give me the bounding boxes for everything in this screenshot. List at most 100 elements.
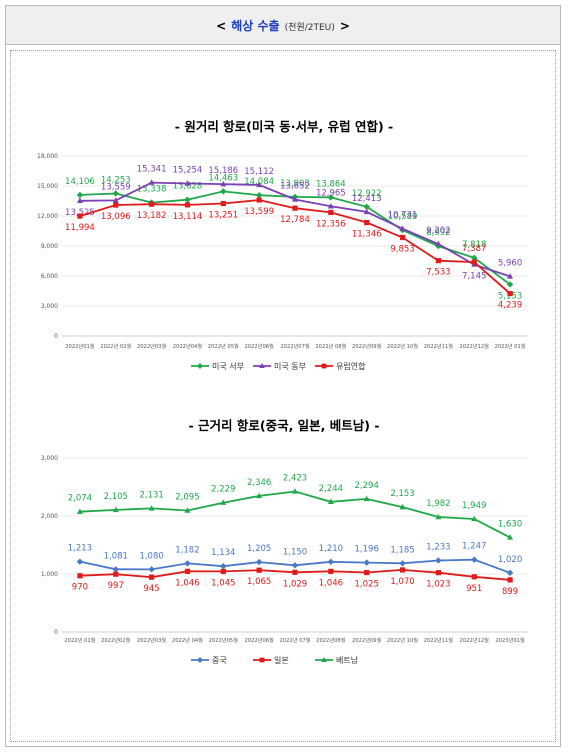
chart-1-data-label: 9,202 xyxy=(426,226,450,236)
chart-1-x-tick-label: 2022년03월 xyxy=(137,342,167,350)
chart-2-point xyxy=(435,513,442,520)
chart-1-point xyxy=(327,203,334,209)
chart-1-data-label: 12,413 xyxy=(352,194,382,204)
chart-1-point xyxy=(399,234,406,241)
chart-1-point xyxy=(507,291,513,297)
chart-2-data-label: 1,029 xyxy=(283,579,307,589)
chart-1-x-tick-label: 2022년11월 xyxy=(424,342,454,350)
chart-1-data-label: 4,239 xyxy=(498,301,522,311)
chart-1-data-label: 7,533 xyxy=(426,268,450,278)
chart-2-point xyxy=(328,568,334,574)
chart-1-point xyxy=(112,197,119,203)
chart-2-data-label: 1,080 xyxy=(139,551,163,561)
chart-2-y-tick-label: 0 xyxy=(54,629,58,636)
chart-2-y-tick-label: 1,000 xyxy=(41,571,58,578)
chart-2-point xyxy=(435,570,441,576)
header-open-bracket: < xyxy=(216,19,227,33)
chart-2-data-label: 2,229 xyxy=(211,485,235,495)
chart-2-legend-marker xyxy=(259,657,265,663)
chart-1-point xyxy=(149,201,155,207)
chart-1-point xyxy=(113,202,119,208)
chart-1-point xyxy=(255,191,263,199)
chart-1-legend-marker xyxy=(259,363,265,368)
header-title: 해상 수출 xyxy=(231,19,280,33)
report-frame: < 해상 수출 (천원/2TEU) > xyxy=(5,5,561,747)
chart-1-data-label: 12,784 xyxy=(280,215,310,225)
chart-2-data-label: 1,630 xyxy=(498,519,522,529)
chart-1-data-label: 10,731 xyxy=(388,211,418,221)
chart-1-data-label: 13,908 xyxy=(280,179,310,189)
chart-2-point xyxy=(220,568,226,574)
chart-2-data-label: 1,134 xyxy=(211,548,235,558)
chart-1-data-label: 13,599 xyxy=(244,207,274,217)
chart-2-data-label: 2,131 xyxy=(139,490,163,500)
chart-2-data-label: 1,182 xyxy=(175,545,199,555)
chart-1-data-label: 7,145 xyxy=(462,272,486,282)
chart-1-x-tick-label: 2022년01월 xyxy=(65,342,95,350)
chart-1-y-tick-label: 3,000 xyxy=(41,303,58,310)
chart-2-point xyxy=(507,534,514,540)
chart-1-data-label: 14,106 xyxy=(65,177,95,187)
chart-1-data-label: 13,338 xyxy=(137,185,167,195)
chart-1-x-tick-label: 2022년 10월 xyxy=(387,342,418,350)
chart-2-data-label: 1,233 xyxy=(426,542,450,552)
chart-2-data-label: 2,244 xyxy=(319,484,343,494)
chart-1-y-tick-label: 6,000 xyxy=(41,273,58,280)
chart-1-data-label: 13,652 xyxy=(280,181,310,191)
chart-1-point xyxy=(435,258,441,264)
chart-2-point xyxy=(507,577,513,583)
chart-2-data-label: 970 xyxy=(72,583,88,593)
chart-2-point xyxy=(363,495,370,502)
chart-1-point xyxy=(76,191,84,199)
chart-1-point xyxy=(76,197,83,203)
chart-2-legend-marker xyxy=(321,657,327,662)
chart-2-data-label: 1,046 xyxy=(175,578,199,588)
chart-1-data-label: 12,965 xyxy=(316,188,346,198)
chart-1-point xyxy=(292,205,298,211)
chart-2-point xyxy=(255,558,263,566)
chart-1-data-label: 13,559 xyxy=(101,182,131,192)
chart-1-point xyxy=(292,196,298,202)
header-unit: (천원/2TEU) xyxy=(284,23,335,33)
chart-2-point xyxy=(113,571,119,577)
chart-2-data-label: 1,210 xyxy=(319,544,343,554)
chart-2-point xyxy=(327,558,335,566)
chart-1-data-label: 11,346 xyxy=(352,230,382,240)
chart-1-data-label: 9,853 xyxy=(390,244,414,254)
chart-2-point xyxy=(256,567,262,573)
chart-1-data-label: 12,922 xyxy=(352,189,382,199)
chart-1-point xyxy=(507,273,514,279)
chart-2-point xyxy=(363,559,370,566)
chart-1-x-tick-label: 2023년 01월 xyxy=(495,342,526,350)
chart-2-point xyxy=(149,574,155,580)
chart-1-x-tick-label: 2022년06월 xyxy=(244,342,274,350)
chart-2-data-label: 1,205 xyxy=(247,544,271,554)
section-header: < 해상 수출 (천원/2TEU) > xyxy=(6,6,560,45)
chart-1-data-label: 7,387 xyxy=(462,244,486,254)
chart-2-point xyxy=(76,558,84,565)
chart-2-data-label: 1,020 xyxy=(498,555,522,565)
chart-2-data-label: 2,423 xyxy=(283,473,307,483)
chart-2-point xyxy=(435,557,442,564)
chart-1-x-tick-label: 2022년04월 xyxy=(173,342,203,350)
chart-1-data-label: 5,960 xyxy=(498,258,522,268)
chart-2-point xyxy=(291,562,299,569)
chart-2-legend-label: 일본 xyxy=(274,656,289,665)
chart-2-y-tick-label: 3,000 xyxy=(41,455,58,462)
chart-1-point xyxy=(220,200,226,207)
chart-2-data-label: 1,045 xyxy=(211,578,235,588)
chart-2-data-label: 997 xyxy=(108,581,124,591)
chart-1-data-label: 13,096 xyxy=(101,212,131,222)
chart-1-y-tick-label: 18,000 xyxy=(37,153,58,160)
chart-2-point xyxy=(76,508,83,514)
chart-1-data-label: 15,112 xyxy=(244,167,274,177)
chart-1-point xyxy=(364,219,370,226)
chart-1-x-tick-label: 2022년12월 xyxy=(460,342,490,350)
chart-2-title: - 근거리 항로(중국, 일본, 베트남) - xyxy=(188,418,379,433)
chart-2-x-tick-label: 2022년 07월 xyxy=(280,636,311,644)
chart-1-point xyxy=(184,180,191,186)
chart-1-point xyxy=(256,181,263,188)
chart-2-x-tick-label: 2022년05월 xyxy=(209,636,239,644)
chart-2-point xyxy=(471,515,478,522)
chart-1-point xyxy=(435,240,442,247)
